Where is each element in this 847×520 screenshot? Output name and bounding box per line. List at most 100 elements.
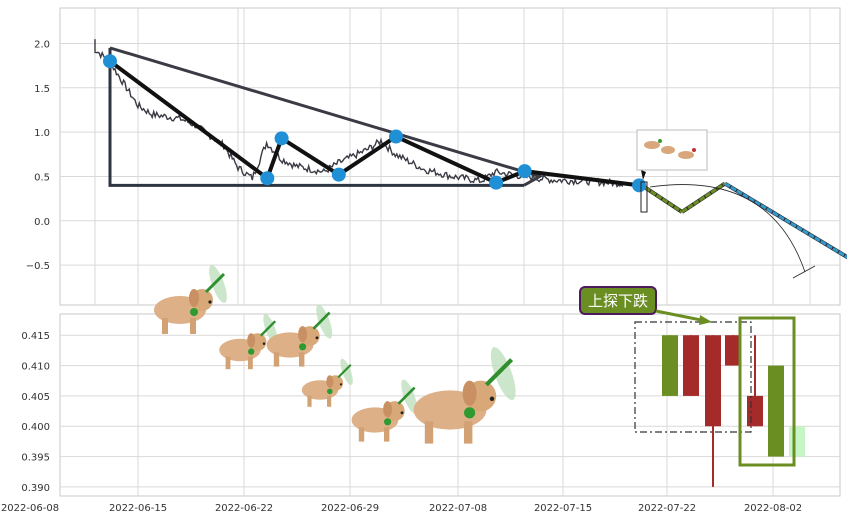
dog-figure: [351, 379, 418, 442]
dog-illustrations: [154, 265, 516, 444]
dog-ear: [462, 380, 477, 406]
dog-leg: [190, 318, 196, 334]
dog-leg: [464, 421, 473, 444]
triangle-upper-edge: [109, 46, 544, 187]
dog-wing: [316, 304, 333, 339]
pivot-point: [331, 167, 346, 182]
dog-ear: [189, 289, 199, 307]
dog-ear: [326, 375, 334, 388]
dog-wing: [401, 379, 418, 414]
top-gridlines: [60, 8, 840, 305]
candle-body: [705, 335, 721, 427]
x-tick-label: 2022-06-22: [215, 503, 273, 514]
dog-leg: [299, 352, 305, 367]
dog-eye: [208, 300, 212, 304]
x-tick-label: 2022-07-08: [429, 503, 487, 514]
dog-eye: [315, 336, 319, 340]
dog-leg: [358, 427, 365, 442]
dog-figure: [413, 347, 516, 444]
bottom-y-tick-label: 0.395: [21, 453, 50, 464]
dog-eye: [339, 383, 343, 386]
x-tick-label: 2022-07-15: [534, 503, 592, 514]
marker-box: [640, 181, 648, 213]
forecast-segment: [638, 182, 683, 214]
x-tick-label: 2022-07-22: [638, 503, 696, 514]
zigzag-segment: [395, 134, 497, 185]
price-line: [94, 39, 624, 188]
dog-eye: [262, 342, 266, 345]
x-tick-label: 2022-06-08: [1, 503, 59, 514]
dog-propeller: [259, 320, 277, 337]
dog-propeller: [337, 364, 352, 379]
pivot-point: [274, 131, 289, 146]
dog-leg: [273, 352, 280, 367]
dog-collar: [327, 388, 333, 395]
top-y-tick-label: 1.0: [34, 128, 50, 139]
dog-wing: [209, 265, 227, 303]
top-y-tick-labels: −0.5 0.0 0.5 1.0 1.5 2.0: [26, 39, 50, 272]
zigzag-segment: [265, 137, 284, 179]
dog-figure: [301, 358, 353, 407]
top-y-tick-label: 2.0: [34, 39, 50, 50]
pivot-point: [103, 54, 117, 69]
pivot-point: [517, 164, 532, 179]
dog-leg: [307, 395, 312, 407]
dog-propeller: [312, 311, 331, 330]
top-y-tick-label: 0.5: [34, 172, 50, 183]
dog-wing: [340, 358, 353, 386]
forecast-outline: [723, 181, 847, 260]
candle-body: [789, 426, 805, 457]
annotation-text: 上探下跌: [588, 292, 648, 310]
annotation-arrow-shaft: [655, 309, 707, 323]
candlesticks: [662, 335, 805, 487]
pivot-point: [389, 129, 403, 144]
pivot-points: [103, 54, 647, 193]
dog-propeller: [397, 386, 416, 405]
dog-collar: [384, 418, 392, 426]
dog-collar: [464, 407, 476, 419]
triangle-pattern: [108, 46, 544, 187]
top-y-tick-label: 0.0: [34, 217, 50, 228]
dog-propeller: [484, 358, 514, 387]
dashed-pattern-box: [634, 321, 752, 433]
bottom-y-tick-labels: 0.390 0.395 0.400 0.405 0.410 0.415: [21, 331, 50, 494]
dog-ear: [383, 401, 393, 418]
candle-body: [662, 335, 678, 396]
dog-leg: [384, 427, 390, 442]
dog-figure: [154, 265, 227, 334]
x-tick-label: 2022-06-29: [321, 503, 379, 514]
forecast-segment: [681, 182, 726, 214]
bottom-y-tick-label: 0.410: [21, 362, 50, 373]
dog-figure: [266, 304, 333, 367]
bottom-y-tick-label: 0.400: [21, 422, 50, 433]
dog-collar: [190, 308, 198, 316]
forecast-arc-tick: [792, 265, 816, 279]
dog-collar: [248, 348, 255, 355]
dog-propeller: [204, 272, 226, 294]
dog-leg: [248, 356, 253, 370]
pivot-point: [260, 171, 275, 186]
dog-eye: [400, 411, 404, 415]
zigzag-segment: [524, 169, 640, 188]
highlight-box: [738, 316, 796, 467]
x-tick-labels: 2022-06-08 2022-06-15 2022-06-22 2022-06-29…: [1, 503, 802, 514]
bottom-y-tick-label: 0.405: [21, 392, 50, 403]
pivot-point: [489, 175, 504, 190]
candle-body: [747, 395, 763, 427]
dog-leg: [225, 356, 231, 370]
triangle-left-edges: [108, 47, 524, 187]
annotation-label: 上探下跌: [579, 286, 657, 315]
bottom-y-tick-label: 0.415: [21, 331, 50, 342]
dog-ear: [298, 326, 308, 343]
dog-leg: [327, 395, 332, 407]
dog-wing: [490, 347, 516, 401]
zigzag-segment: [108, 59, 269, 180]
top-y-tick-label: −0.5: [26, 261, 50, 272]
bottom-panel-frame: [59, 313, 841, 497]
top-panel-frame: [59, 7, 841, 306]
bottom-y-tick-label: 0.390: [21, 483, 50, 494]
price-series-line: [94, 39, 624, 188]
dog-leg: [424, 421, 434, 444]
dog-ear: [247, 333, 256, 348]
dog-collar: [299, 343, 307, 351]
